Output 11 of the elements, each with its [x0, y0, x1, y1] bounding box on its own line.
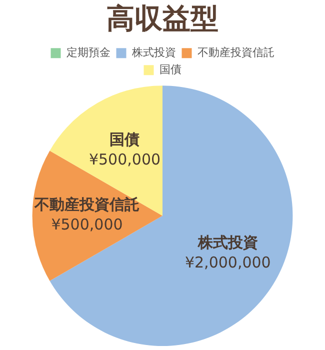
data-label: ¥500,000 [51, 216, 123, 234]
legend-label: 不動産投資信託 [197, 46, 274, 59]
legend-label: 定期預金 [66, 46, 110, 59]
legend-label: 国債 [159, 62, 182, 76]
chart-title: 高収益型 [106, 2, 218, 36]
slice-label: 不動産投資信託 [33, 196, 140, 214]
legend-label: 株式投資 [130, 46, 176, 59]
data-label: ¥2,000,000 [184, 253, 271, 272]
slice-label: 国債 [110, 130, 140, 148]
data-label: ¥500,000 [88, 150, 161, 168]
slice-label: 株式投資 [196, 233, 258, 252]
